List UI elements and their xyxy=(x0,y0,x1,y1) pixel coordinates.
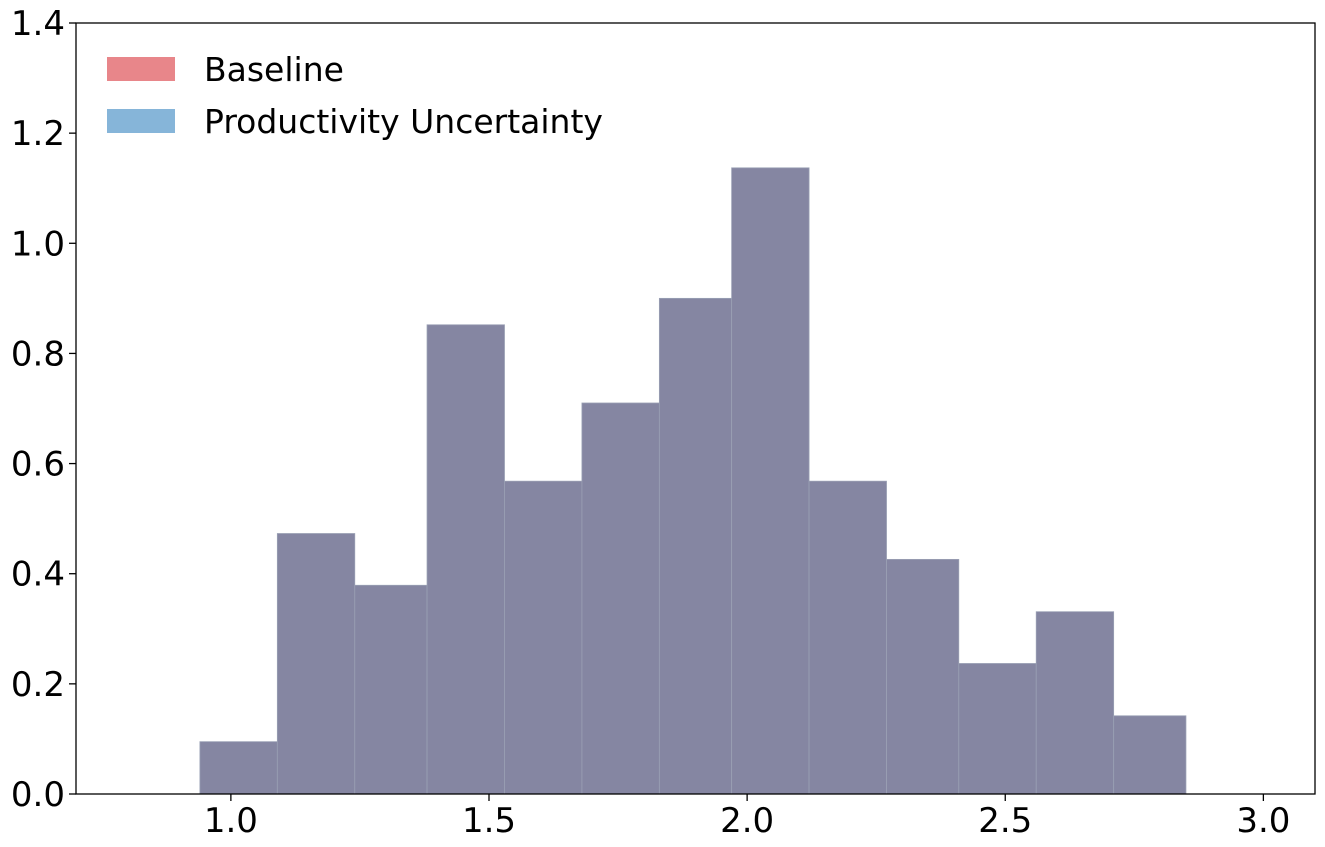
histogram-bar xyxy=(581,402,660,795)
y-tick-label: 0.8 xyxy=(11,334,65,374)
plot-area-frame xyxy=(75,22,1316,795)
legend: Baseline Productivity Uncertainty xyxy=(107,50,603,141)
y-tick-label: 0.2 xyxy=(11,665,65,705)
y-tick-label: 0.0 xyxy=(11,775,65,815)
histogram-bar xyxy=(658,297,733,795)
histogram-bars xyxy=(199,167,1187,795)
x-axis-ticks: 1.0 1.5 2.0 2.5 3.0 xyxy=(204,794,1290,841)
histogram-bar xyxy=(886,558,960,795)
y-tick-label: 1.0 xyxy=(11,224,65,264)
x-tick-label: 2.5 xyxy=(978,801,1032,841)
histogram-bar xyxy=(504,480,583,795)
legend-label: Productivity Uncertainty xyxy=(204,102,603,141)
legend-label: Baseline xyxy=(204,50,344,89)
legend-swatch xyxy=(107,109,175,133)
y-tick-label: 1.2 xyxy=(11,114,65,154)
x-tick-label: 1.0 xyxy=(204,801,258,841)
histogram-bar xyxy=(199,741,278,795)
histogram-bar xyxy=(276,533,356,795)
y-tick-label: 1.4 xyxy=(11,4,65,44)
y-tick-label: 0.4 xyxy=(11,555,65,595)
histogram-bar xyxy=(426,324,505,795)
histogram-bar xyxy=(354,584,428,795)
x-tick-label: 1.5 xyxy=(462,801,516,841)
y-axis-ticks: 0.0 0.2 0.4 0.6 0.8 1.0 1.2 1.4 xyxy=(11,4,76,815)
histogram-bar xyxy=(731,167,810,795)
x-tick-label: 2.0 xyxy=(720,801,774,841)
histogram-bar xyxy=(808,480,887,795)
histogram-bar xyxy=(1113,715,1187,795)
histogram-bar xyxy=(1035,611,1115,795)
histogram-bar xyxy=(958,663,1037,795)
y-tick-label: 0.6 xyxy=(11,445,65,485)
legend-swatch xyxy=(107,57,175,81)
x-tick-label: 3.0 xyxy=(1236,801,1290,841)
